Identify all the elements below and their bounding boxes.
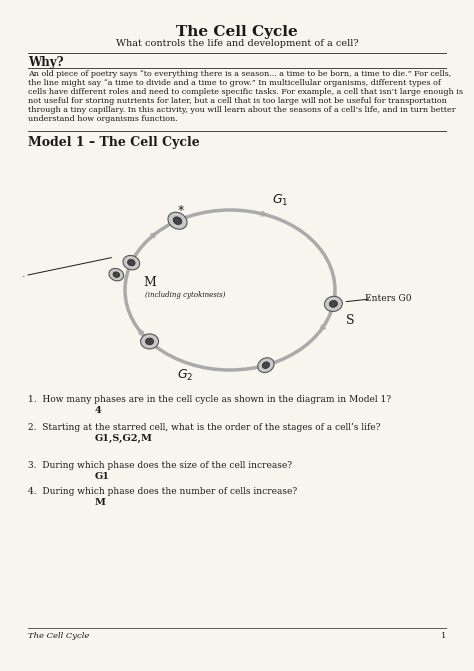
Text: S: S (346, 313, 354, 327)
Text: 1.  How many phases are in the cell cycle as shown in the diagram in Model 1?: 1. How many phases are in the cell cycle… (28, 395, 391, 404)
Text: the line might say “a time to divide and a time to grow.” In multicellular organ: the line might say “a time to divide and… (28, 79, 441, 87)
Text: 3.  During which phase does the size of the cell increase?: 3. During which phase does the size of t… (28, 461, 292, 470)
Ellipse shape (128, 260, 135, 266)
Text: An old piece of poetry says “to everything there is a season... a time to be bor: An old piece of poetry says “to everythi… (28, 70, 451, 78)
Text: Enters G0: Enters G0 (365, 295, 411, 303)
Text: $G_2$: $G_2$ (177, 368, 193, 382)
Text: not useful for storing nutrients for later, but a cell that is too large will no: not useful for storing nutrients for lat… (28, 97, 447, 105)
Text: through a tiny capillary. In this activity, you will learn about the seasons of : through a tiny capillary. In this activi… (28, 106, 456, 114)
Text: Why?: Why? (28, 56, 64, 69)
Text: 4.  During which phase does the number of cells increase?: 4. During which phase does the number of… (28, 487, 297, 496)
Text: cells have different roles and need to complete specific tasks. For example, a c: cells have different roles and need to c… (28, 88, 463, 96)
Ellipse shape (262, 362, 270, 368)
Ellipse shape (329, 301, 337, 307)
Text: 4: 4 (95, 406, 102, 415)
Ellipse shape (168, 212, 187, 229)
Text: G1,S,G2,M: G1,S,G2,M (95, 434, 153, 443)
Ellipse shape (109, 268, 124, 281)
Text: *: * (177, 204, 183, 217)
Ellipse shape (146, 338, 154, 345)
Text: The Cell Cycle: The Cell Cycle (176, 25, 298, 39)
Text: The Cell Cycle: The Cell Cycle (28, 632, 90, 640)
Text: 2.  Starting at the starred cell, what is the order of the stages of a cell’s li: 2. Starting at the starred cell, what is… (28, 423, 380, 432)
Ellipse shape (123, 256, 140, 270)
Text: M: M (95, 498, 106, 507)
Text: .: . (22, 269, 26, 279)
Text: understand how organisms function.: understand how organisms function. (28, 115, 178, 123)
Text: M: M (144, 276, 156, 289)
Ellipse shape (173, 217, 182, 225)
Ellipse shape (324, 297, 342, 311)
Ellipse shape (141, 334, 159, 349)
Text: What controls the life and development of a cell?: What controls the life and development o… (116, 40, 358, 48)
Text: (including cytokinesis): (including cytokinesis) (145, 291, 225, 299)
Ellipse shape (258, 358, 274, 372)
Text: $G_1$: $G_1$ (272, 193, 288, 207)
Ellipse shape (113, 272, 119, 277)
Text: 1: 1 (441, 632, 446, 640)
Text: Model 1 – The Cell Cycle: Model 1 – The Cell Cycle (28, 136, 200, 149)
Text: G1: G1 (95, 472, 110, 481)
